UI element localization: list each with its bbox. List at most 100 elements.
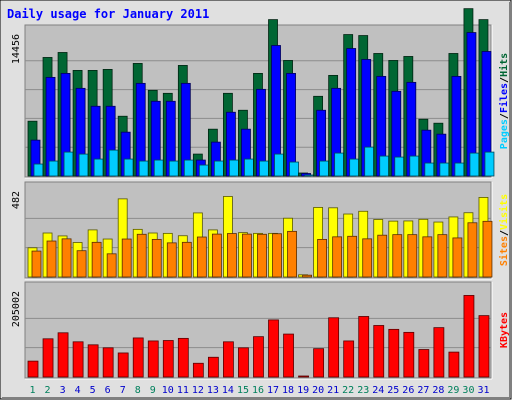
- legend-sites: Sites: [498, 236, 510, 266]
- day-label-16: 16: [252, 385, 264, 396]
- bar-sites-8: [136, 233, 147, 278]
- bar-sites-19: [302, 274, 312, 278]
- side-legend-hits: Pages/Files/Hits: [498, 53, 510, 149]
- chart-title: Daily usage for January 2011: [7, 7, 209, 21]
- day-label-11: 11: [177, 385, 189, 396]
- bar-pages-12: [198, 164, 209, 177]
- bar-sites-14: [227, 233, 237, 278]
- bar-sites-31: [482, 220, 493, 278]
- bar-sites-22: [347, 235, 358, 278]
- bar-pages-3: [63, 151, 74, 177]
- bar-kbytes-29: [448, 351, 460, 378]
- bar-pages-1: [33, 163, 44, 177]
- bar-kbytes-10: [162, 340, 174, 378]
- day-label-31: 31: [477, 385, 489, 396]
- day-label-9: 9: [150, 385, 156, 396]
- chart-frame-shadow-right: [509, 2, 511, 398]
- bar-kbytes-11: [177, 337, 189, 378]
- bar-pages-20: [319, 160, 330, 177]
- day-label-18: 18: [282, 385, 294, 396]
- bar-kbytes-18: [283, 333, 294, 378]
- bar-sites-25: [392, 234, 403, 278]
- bar-pages-13: [213, 160, 224, 177]
- day-label-2: 2: [45, 385, 51, 396]
- panel-kbytes: 205002 KBytes: [11, 281, 510, 380]
- legend-separator: /: [499, 113, 510, 119]
- bar-sites-18: [287, 230, 297, 278]
- chart-frame-shadow-bottom: [2, 397, 510, 399]
- bar-files-18: [286, 72, 296, 177]
- bar-pages-16: [259, 160, 269, 177]
- bar-kbytes-23: [358, 316, 370, 378]
- bar-sites-24: [377, 234, 388, 278]
- day-label-27: 27: [417, 385, 429, 396]
- side-legend-kbytes: KBytes: [499, 312, 510, 348]
- day-label-25: 25: [387, 385, 399, 396]
- bar-kbytes-24: [373, 325, 385, 378]
- day-label-5: 5: [90, 385, 96, 396]
- bar-pages-5: [93, 158, 104, 177]
- day-label-15: 15: [237, 385, 249, 396]
- bar-sites-7: [121, 238, 132, 278]
- bar-sites-29: [452, 237, 463, 278]
- bar-sites-4: [76, 250, 87, 278]
- bar-kbytes-5: [87, 344, 99, 378]
- day-label-6: 6: [105, 385, 111, 396]
- day-label-7: 7: [120, 385, 126, 396]
- day-label-28: 28: [432, 385, 444, 396]
- panel-visits: 482 Sites/Visits: [11, 181, 510, 280]
- bar-kbytes-9: [147, 340, 159, 378]
- legend-visits: Visits: [498, 194, 510, 230]
- bar-pages-22: [349, 158, 360, 177]
- day-label-13: 13: [207, 385, 219, 396]
- day-label-29: 29: [447, 385, 459, 396]
- bar-sites-12: [196, 236, 207, 278]
- panels-layer: 14456Pages/Files/Hits482Sites/Visits2050…: [11, 8, 510, 380]
- bar-kbytes-20: [313, 348, 325, 378]
- bar-kbytes-16: [253, 336, 264, 378]
- bar-kbytes-14: [223, 341, 234, 378]
- day-label-14: 14: [222, 385, 234, 396]
- bar-kbytes-19: [298, 375, 309, 378]
- day-labels: 1 2 3 4 5 6 7 8 9 10 11 12 13 14 15 16 17 18 19 20 21 22 23 24 2…: [30, 385, 490, 396]
- day-label-12: 12: [192, 385, 204, 396]
- bar-kbytes-1: [27, 360, 39, 378]
- day-label-22: 22: [342, 385, 354, 396]
- bar-kbytes-30: [463, 295, 475, 378]
- bar-sites-13: [211, 233, 222, 278]
- bar-kbytes-2: [42, 338, 54, 378]
- day-label-4: 4: [75, 385, 81, 396]
- max-label-kbytes: 205002: [11, 291, 22, 327]
- bar-sites-5: [91, 241, 102, 278]
- bar-kbytes-8: [132, 337, 144, 378]
- bar-kbytes-25: [388, 328, 400, 378]
- bar-pages-10: [168, 160, 179, 177]
- bar-pages-30: [469, 152, 480, 177]
- bar-kbytes-6: [102, 347, 114, 378]
- day-label-17: 17: [267, 385, 279, 396]
- bar-sites-16: [257, 233, 267, 278]
- bar-kbytes-22: [343, 340, 355, 378]
- bar-pages-17: [274, 153, 284, 177]
- bar-kbytes-15: [238, 347, 249, 378]
- bar-pages-18: [289, 161, 299, 177]
- day-label-24: 24: [372, 385, 384, 396]
- bar-sites-3: [61, 238, 72, 278]
- legend-hits: Hits: [498, 53, 510, 77]
- legend-files: Files: [498, 83, 510, 113]
- bar-pages-23: [364, 146, 375, 177]
- bar-pages-14: [229, 159, 239, 177]
- bar-kbytes-12: [192, 362, 204, 378]
- max-label-visits: 482: [11, 191, 22, 209]
- day-label-19: 19: [297, 385, 309, 396]
- bar-pages-9: [153, 159, 164, 177]
- bar-kbytes-7: [117, 352, 129, 378]
- bar-pages-19: [304, 174, 314, 177]
- day-label-10: 10: [162, 385, 174, 396]
- day-label-20: 20: [312, 385, 324, 396]
- bar-pages-15: [244, 158, 254, 177]
- bar-kbytes-21: [328, 317, 340, 378]
- day-label-21: 21: [327, 385, 339, 396]
